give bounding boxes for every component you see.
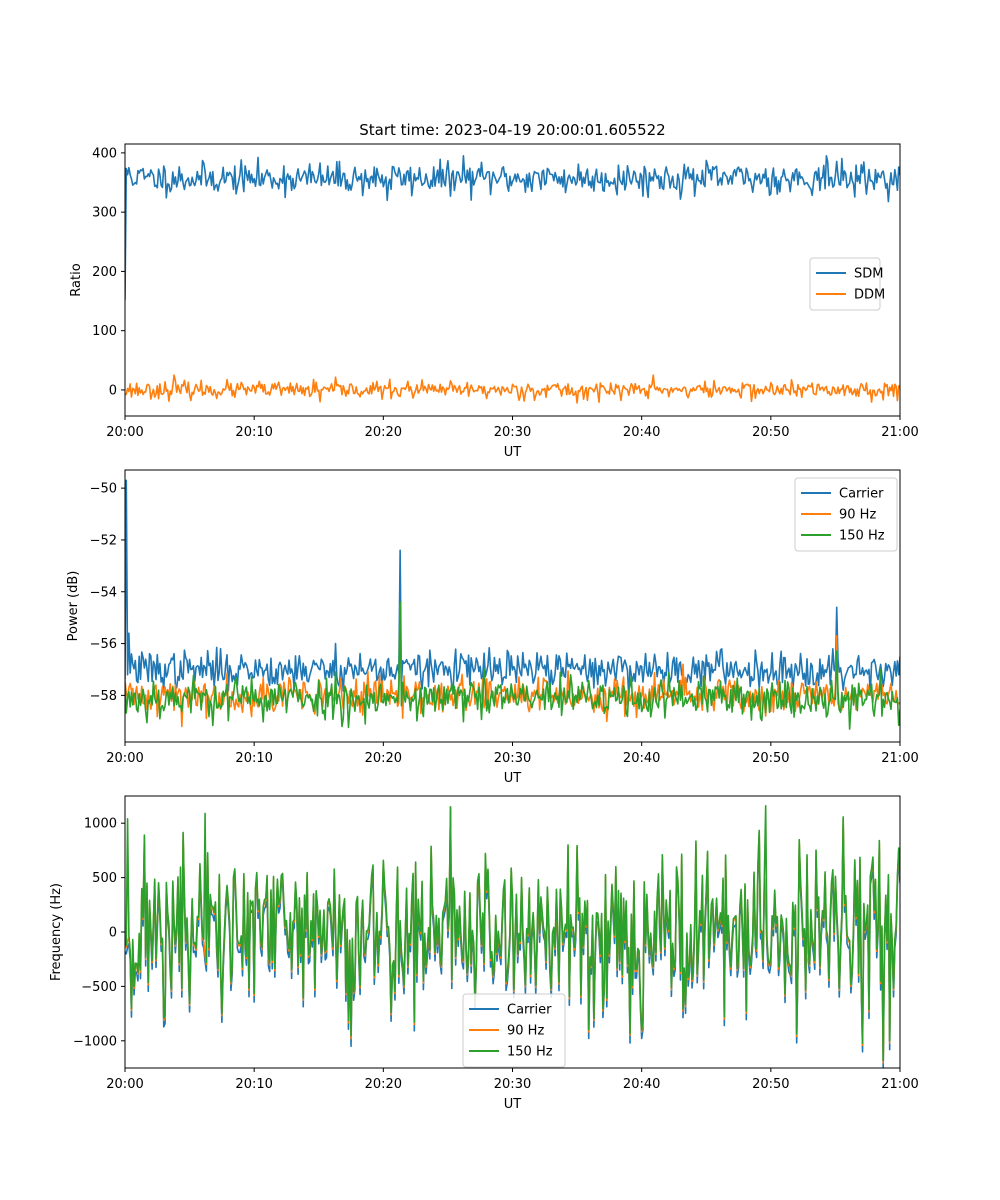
legend-label: 90 Hz (839, 508, 876, 523)
x-tick-label: 21:00 (881, 1077, 918, 1092)
legend-label: DDM (854, 288, 885, 303)
y-tick-label: 1000 (84, 817, 117, 832)
legend: Carrier 90 Hz 150 Hz (794, 477, 898, 552)
legend-label: SDM (854, 267, 883, 282)
y-tick-label: −56 (90, 637, 117, 652)
y-axis-label: Frequency (Hz) (49, 883, 64, 981)
legend: SDM DDM (809, 257, 885, 311)
x-tick-label: 20:20 (365, 1077, 402, 1092)
y-tick-label: 0 (109, 383, 117, 398)
legend-box (809, 257, 881, 311)
x-tick-label: 20:00 (106, 1077, 143, 1092)
y-tick-label: −58 (90, 689, 117, 704)
legend-label: 150 Hz (507, 1045, 553, 1060)
x-tick-label: 21:00 (881, 425, 918, 440)
series-line-carrier (125, 479, 900, 699)
x-tick-label: 20:50 (752, 1077, 789, 1092)
y-axis-label: Power (dB) (66, 571, 81, 642)
legend-label: 90 Hz (507, 1024, 544, 1039)
y-tick-label: 100 (92, 324, 117, 339)
y-tick-label: −54 (90, 585, 117, 600)
x-tick-label: 20:20 (365, 425, 402, 440)
legend-box (794, 477, 898, 552)
figure-title: Start time: 2023-04-19 20:00:01.605522 (359, 121, 665, 139)
y-tick-label: 300 (92, 206, 117, 221)
y-tick-label: −50 (90, 482, 117, 497)
x-tick-label: 20:10 (235, 1077, 272, 1092)
x-axis-label: UT (504, 771, 522, 786)
x-tick-label: 20:50 (752, 425, 789, 440)
x-tick-label: 21:00 (881, 751, 918, 766)
legend: Carrier 90 Hz 150 Hz (462, 993, 566, 1068)
x-tick-label: 20:40 (623, 1077, 660, 1092)
x-tick-label: 20:10 (235, 751, 272, 766)
chart-panel-1: 20:00 20:10 20:20 20:30 20:40 20:50 21:00 0 100 2… (69, 143, 919, 460)
y-tick-label: 500 (92, 871, 117, 886)
x-tick-label: 20:50 (752, 751, 789, 766)
x-tick-label: 20:00 (106, 425, 143, 440)
legend-label: Carrier (507, 1003, 552, 1018)
chart-panel-2: 20:00 20:10 20:20 20:30 20:40 20:50 21:00 −58 −5… (66, 469, 919, 786)
x-tick-label: 20:00 (106, 751, 143, 766)
x-tick-label: 20:20 (365, 751, 402, 766)
chart-panel-3: 20:00 20:10 20:20 20:30 20:40 20:50 21:00 −1000… (49, 795, 919, 1112)
y-tick-label: 0 (109, 926, 117, 941)
x-axis-label: UT (504, 1097, 522, 1112)
series-line-150-hz (125, 804, 900, 1062)
x-tick-label: 20:30 (494, 751, 531, 766)
series-line-sdm (125, 155, 900, 300)
legend-label: Carrier (839, 487, 884, 502)
y-axis-label: Ratio (69, 263, 84, 296)
x-tick-label: 20:40 (623, 751, 660, 766)
x-tick-label: 20:30 (494, 425, 531, 440)
x-tick-label: 20:40 (623, 425, 660, 440)
y-tick-label: 400 (92, 146, 117, 161)
y-tick-label: 200 (92, 265, 117, 280)
series-line-ddm (125, 374, 900, 404)
x-tick-label: 20:30 (494, 1077, 531, 1092)
legend-label: 150 Hz (839, 529, 885, 544)
series-line-150-hz (125, 601, 900, 730)
x-tick-label: 20:10 (235, 425, 272, 440)
y-tick-label: −1000 (73, 1034, 117, 1049)
legend-box (462, 993, 566, 1068)
y-tick-label: −52 (90, 533, 117, 548)
x-axis-label: UT (504, 445, 522, 460)
y-tick-label: −500 (81, 980, 117, 995)
